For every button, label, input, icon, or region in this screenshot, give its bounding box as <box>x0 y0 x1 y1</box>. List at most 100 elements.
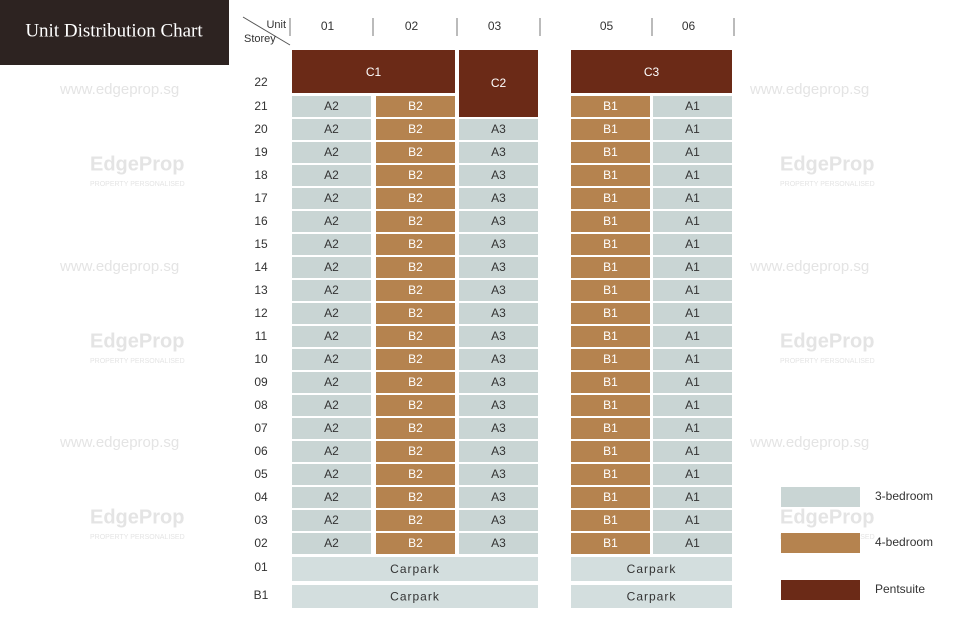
unit-cell <box>459 533 538 554</box>
storey-header: Storey <box>244 33 276 45</box>
storey-label: 04 <box>254 490 268 504</box>
unit-type: A1 <box>685 329 700 343</box>
unit-type: A1 <box>685 421 700 435</box>
storey-label: 22 <box>254 75 268 89</box>
carpark-label: Carpark <box>390 590 440 604</box>
unit-type: B2 <box>408 145 423 159</box>
storey-label: 14 <box>254 260 268 274</box>
watermark-brand: EdgeProp <box>780 153 874 175</box>
unit-type: A2 <box>324 214 339 228</box>
penthouse-label: C1 <box>366 65 382 79</box>
unit-type: B1 <box>603 352 618 366</box>
watermark-brand: EdgeProp <box>90 506 184 528</box>
unit-type: A2 <box>324 283 339 297</box>
unit-cell <box>292 510 371 531</box>
unit-type: A2 <box>324 122 339 136</box>
unit-cell <box>459 211 538 232</box>
unit-cell <box>376 510 455 531</box>
unit-cell <box>292 464 371 485</box>
storey-label: 17 <box>254 191 268 205</box>
unit-type: B1 <box>603 168 618 182</box>
unit-cell <box>571 165 650 186</box>
unit-type: A1 <box>685 444 700 458</box>
unit-cell <box>459 372 538 393</box>
unit-cell <box>571 119 650 140</box>
unit-cell <box>571 464 650 485</box>
unit-cell <box>376 211 455 232</box>
unit-cell <box>376 441 455 462</box>
unit-cell <box>571 418 650 439</box>
unit-type: A3 <box>491 421 506 435</box>
unit-type: B2 <box>408 398 423 412</box>
unit-type: A3 <box>491 398 506 412</box>
unit-type: A1 <box>685 122 700 136</box>
unit-type: A1 <box>685 283 700 297</box>
unit-cell <box>459 188 538 209</box>
storey-label: 19 <box>254 145 268 159</box>
unit-cell <box>292 165 371 186</box>
unit-type: A2 <box>324 444 339 458</box>
unit-type: A2 <box>324 260 339 274</box>
unit-type: B1 <box>603 283 618 297</box>
unit-cell <box>459 510 538 531</box>
unit-type: B2 <box>408 260 423 274</box>
unit-cell <box>459 234 538 255</box>
unit-cell <box>653 441 732 462</box>
unit-type: A3 <box>491 260 506 274</box>
unit-type: A3 <box>491 168 506 182</box>
storey-label: 06 <box>254 444 268 458</box>
unit-cell <box>571 303 650 324</box>
unit-type: A3 <box>491 237 506 251</box>
unit-type: B2 <box>408 306 423 320</box>
unit-type: B1 <box>603 375 618 389</box>
unit-cell <box>653 487 732 508</box>
unit-type: B2 <box>408 283 423 297</box>
unit-cell <box>376 487 455 508</box>
unit-type: B1 <box>603 260 618 274</box>
unit-cell <box>292 487 371 508</box>
unit-cell <box>292 234 371 255</box>
storey-label: 20 <box>254 122 268 136</box>
unit-type: A2 <box>324 237 339 251</box>
unit-type: B1 <box>603 490 618 504</box>
carpark <box>571 557 732 581</box>
unit-cell <box>571 395 650 416</box>
watermark-url: www.edgeprop.sg <box>59 258 179 275</box>
unit-type: A3 <box>491 283 506 297</box>
unit-type: B1 <box>603 467 618 481</box>
watermark-tagline: PROPERTY PERSONALISED <box>90 358 185 365</box>
unit-type: B1 <box>603 329 618 343</box>
unit-cell <box>376 142 455 163</box>
unit-type: B2 <box>408 490 423 504</box>
unit-type: A1 <box>685 352 700 366</box>
unit-type: B1 <box>603 513 618 527</box>
unit-cell <box>292 280 371 301</box>
unit-type: A2 <box>324 191 339 205</box>
legend-label: 3-bedroom <box>875 489 933 503</box>
unit-type: A3 <box>491 306 506 320</box>
unit-cell <box>653 418 732 439</box>
unit-cell <box>459 280 538 301</box>
unit-type: B2 <box>408 375 423 389</box>
unit-cell <box>292 372 371 393</box>
unit-cell <box>653 211 732 232</box>
unit-cell <box>653 119 732 140</box>
unit-type: B2 <box>408 513 423 527</box>
watermark-url: www.edgeprop.sg <box>749 258 869 275</box>
unit-type: A2 <box>324 513 339 527</box>
unit-type: A2 <box>324 168 339 182</box>
legend-swatch <box>781 533 860 553</box>
unit-type: A1 <box>685 398 700 412</box>
watermark-brand: EdgeProp <box>90 330 184 352</box>
unit-type: A2 <box>324 490 339 504</box>
unit-type: B2 <box>408 421 423 435</box>
unit-cell <box>571 441 650 462</box>
unit-cell <box>376 533 455 554</box>
carpark <box>292 557 538 581</box>
storey-label: 01 <box>254 560 268 574</box>
unit-type: A3 <box>491 214 506 228</box>
legend-swatch <box>781 580 860 600</box>
unit-type: A2 <box>324 352 339 366</box>
unit-type: A2 <box>324 421 339 435</box>
